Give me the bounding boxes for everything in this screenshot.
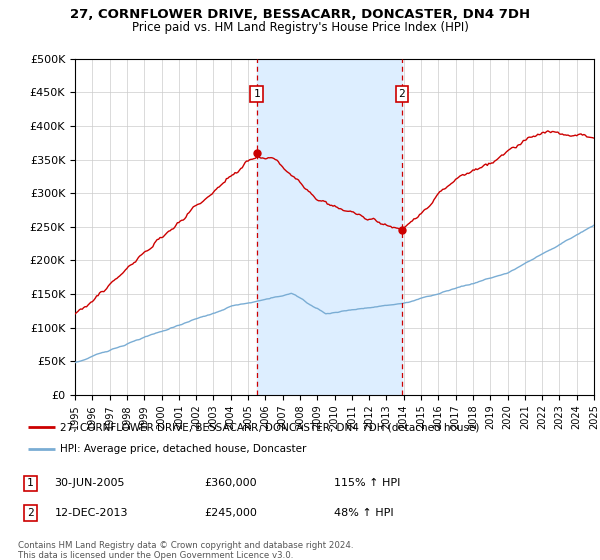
Text: 27, CORNFLOWER DRIVE, BESSACARR, DONCASTER, DN4 7DH (detached house): 27, CORNFLOWER DRIVE, BESSACARR, DONCAST… [60,422,479,432]
Text: £245,000: £245,000 [204,508,257,518]
Bar [257,59,402,395]
Text: This data is licensed under the Open Government Licence v3.0.: This data is licensed under the Open Gov… [18,551,293,560]
Text: 48% ↑ HPI: 48% ↑ HPI [334,508,394,518]
Text: 115% ↑ HPI: 115% ↑ HPI [334,478,400,488]
Text: 1: 1 [27,478,34,488]
Text: Contains HM Land Registry data © Crown copyright and database right 2024.: Contains HM Land Registry data © Crown c… [18,541,353,550]
Text: 12-DEC-2013: 12-DEC-2013 [55,508,128,518]
Text: Price paid vs. HM Land Registry's House Price Index (HPI): Price paid vs. HM Land Registry's House … [131,21,469,34]
Text: 2: 2 [398,89,406,99]
Text: HPI: Average price, detached house, Doncaster: HPI: Average price, detached house, Donc… [60,444,307,454]
Text: 1: 1 [253,89,260,99]
Text: 30-JUN-2005: 30-JUN-2005 [55,478,125,488]
Text: 27, CORNFLOWER DRIVE, BESSACARR, DONCASTER, DN4 7DH: 27, CORNFLOWER DRIVE, BESSACARR, DONCAST… [70,8,530,21]
Text: 2: 2 [27,508,34,518]
Text: £360,000: £360,000 [204,478,257,488]
